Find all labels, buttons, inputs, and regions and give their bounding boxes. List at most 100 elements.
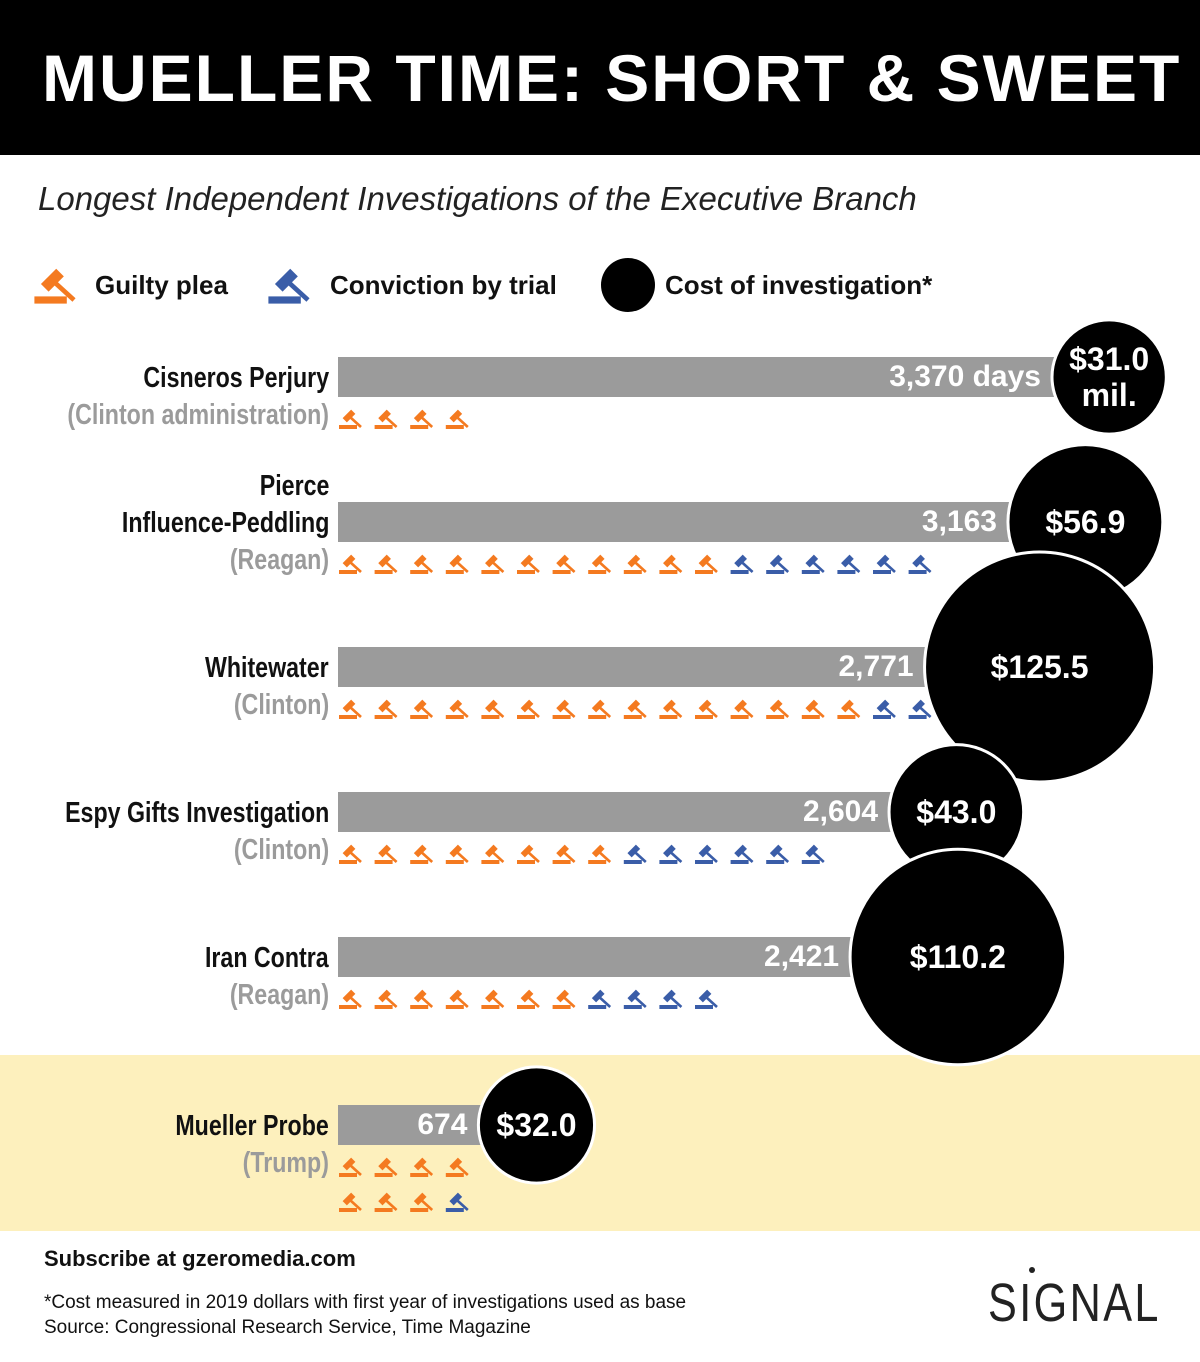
gavel-icon xyxy=(588,554,612,574)
gavel-icon xyxy=(552,554,576,574)
gavel-icon xyxy=(374,1192,398,1212)
cost-label: $43.0 xyxy=(916,793,997,830)
gavel-base xyxy=(517,570,535,574)
bar-value-label: 674 xyxy=(417,1108,468,1141)
bar-value-label: 3,370 days xyxy=(889,360,1041,393)
gavel-base xyxy=(730,570,749,574)
gavel-icon xyxy=(339,1192,362,1212)
gavel-head xyxy=(342,554,356,568)
gavel-head xyxy=(449,554,463,568)
gavel-head xyxy=(378,554,391,568)
gavel-base xyxy=(410,425,429,429)
gavel-head xyxy=(378,989,391,1003)
gavel-base xyxy=(695,1005,713,1009)
gavel-head xyxy=(591,699,605,713)
gavel-head xyxy=(449,409,463,423)
gavel-base xyxy=(339,1208,357,1212)
legend-label: Guilty plea xyxy=(95,270,228,300)
gavel-head xyxy=(485,989,498,1003)
gavel-head xyxy=(413,844,427,858)
gavel-base xyxy=(445,1208,464,1212)
cost-bubble xyxy=(476,1065,597,1185)
gavel-base xyxy=(374,715,393,719)
gavel-handle xyxy=(740,851,754,863)
highlight-band xyxy=(0,1055,1200,1231)
gavel-base xyxy=(374,570,393,574)
gavel-icon xyxy=(445,554,469,574)
gavel-base xyxy=(695,860,713,864)
category-label: Iran Contra xyxy=(205,942,329,974)
bar xyxy=(338,1105,482,1145)
bar-value-label: 2,771 xyxy=(838,650,914,683)
gavel-handle xyxy=(562,561,576,573)
gavel-head xyxy=(591,554,605,568)
gavel-base xyxy=(481,860,500,864)
legend-bubble xyxy=(601,258,655,312)
bar-value-label: 2,421 xyxy=(764,940,840,973)
gavel-icon xyxy=(695,989,718,1009)
gavel-base xyxy=(873,715,891,719)
gavel-handle xyxy=(633,851,647,863)
gavel-handle xyxy=(669,706,683,718)
gavel-handle xyxy=(455,706,469,718)
gavel-handle xyxy=(633,561,647,573)
gavel-handle xyxy=(527,706,540,718)
gavel-head xyxy=(413,699,427,713)
gavel-handle xyxy=(598,706,612,718)
gavel-head xyxy=(485,844,498,858)
gavel-icon xyxy=(623,554,647,574)
gavel-handle xyxy=(705,561,718,573)
gavel-handle xyxy=(918,706,932,718)
gavel-icon xyxy=(659,989,683,1009)
gavel-head xyxy=(449,1157,463,1171)
gavel-handle xyxy=(705,996,718,1008)
gavel-handle xyxy=(811,706,825,718)
gavel-head xyxy=(342,1192,356,1206)
gavel-head xyxy=(413,554,427,568)
gavel-head xyxy=(663,554,676,568)
gavel-icon xyxy=(374,554,398,574)
gavel-base xyxy=(445,425,464,429)
gavel-handle xyxy=(52,280,76,302)
gavel-handle xyxy=(669,561,683,573)
gavel-base xyxy=(623,715,642,719)
gavel-head xyxy=(449,989,463,1003)
gavel-head xyxy=(378,1192,391,1206)
gavel-handle xyxy=(562,996,576,1008)
gavel-handle xyxy=(669,851,683,863)
gavel-head xyxy=(378,409,391,423)
gavel-head xyxy=(841,699,854,713)
gavel-handle xyxy=(491,561,505,573)
gavel-base xyxy=(588,860,607,864)
gavel-handle xyxy=(349,416,362,428)
gavel-handle xyxy=(633,706,647,718)
gavel-base xyxy=(766,860,785,864)
gavel-handle xyxy=(349,996,362,1008)
gavel-icon xyxy=(873,554,896,574)
gavel-base xyxy=(801,860,820,864)
gavel-icon xyxy=(445,844,469,864)
gavel-base xyxy=(588,1005,607,1009)
gavel-icon xyxy=(730,844,754,864)
gavel-icon xyxy=(908,554,932,574)
gavel-icon xyxy=(873,699,896,719)
administration-label: (Reagan) xyxy=(229,544,329,576)
gavel-head xyxy=(769,699,783,713)
gavel-handle xyxy=(598,996,612,1008)
bar xyxy=(338,357,1055,397)
gavel-icon xyxy=(481,844,505,864)
administration-label: (Clinton) xyxy=(233,689,329,721)
gavel-base xyxy=(517,715,535,719)
cost-label: $32.0 xyxy=(496,1106,577,1143)
gavel-handle xyxy=(420,851,434,863)
gavel-handle xyxy=(384,416,398,428)
gavel-head xyxy=(663,989,676,1003)
gavel-base xyxy=(410,715,429,719)
gavel-icon xyxy=(374,409,398,429)
gavel-head xyxy=(485,554,498,568)
category-label: Pierce Influence-Peddling xyxy=(121,470,329,539)
gavel-handle xyxy=(420,706,434,718)
gavel-icon xyxy=(766,699,790,719)
gavel-head xyxy=(413,409,427,423)
gavel-base xyxy=(695,570,713,574)
